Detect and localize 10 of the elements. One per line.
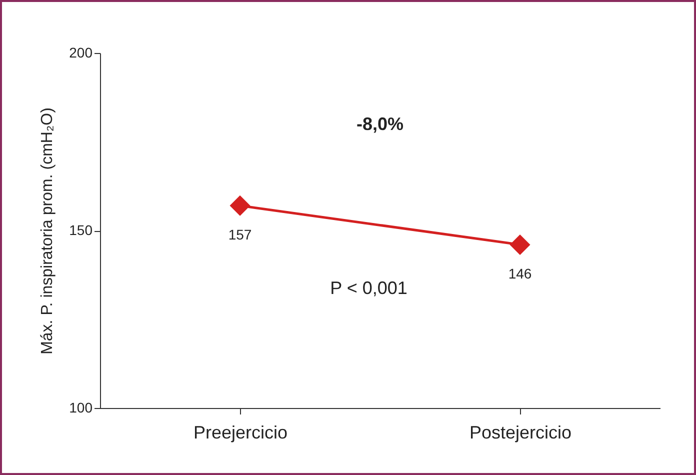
x-tick-label: Postejercicio bbox=[469, 422, 572, 442]
y-tick-label: 100 bbox=[69, 400, 93, 416]
y-tick-label: 200 bbox=[69, 44, 93, 60]
data-label: 146 bbox=[508, 266, 532, 282]
y-axis-title: Máx. P. inspiratoria prom. (cmH₂O) bbox=[39, 108, 56, 354]
annotation: P < 0,001 bbox=[330, 278, 408, 298]
data-label: 157 bbox=[228, 226, 252, 243]
annotation: -8,0% bbox=[356, 114, 404, 134]
y-tick-label: 150 bbox=[69, 222, 93, 238]
x-tick-label: Preejercicio bbox=[193, 422, 288, 442]
